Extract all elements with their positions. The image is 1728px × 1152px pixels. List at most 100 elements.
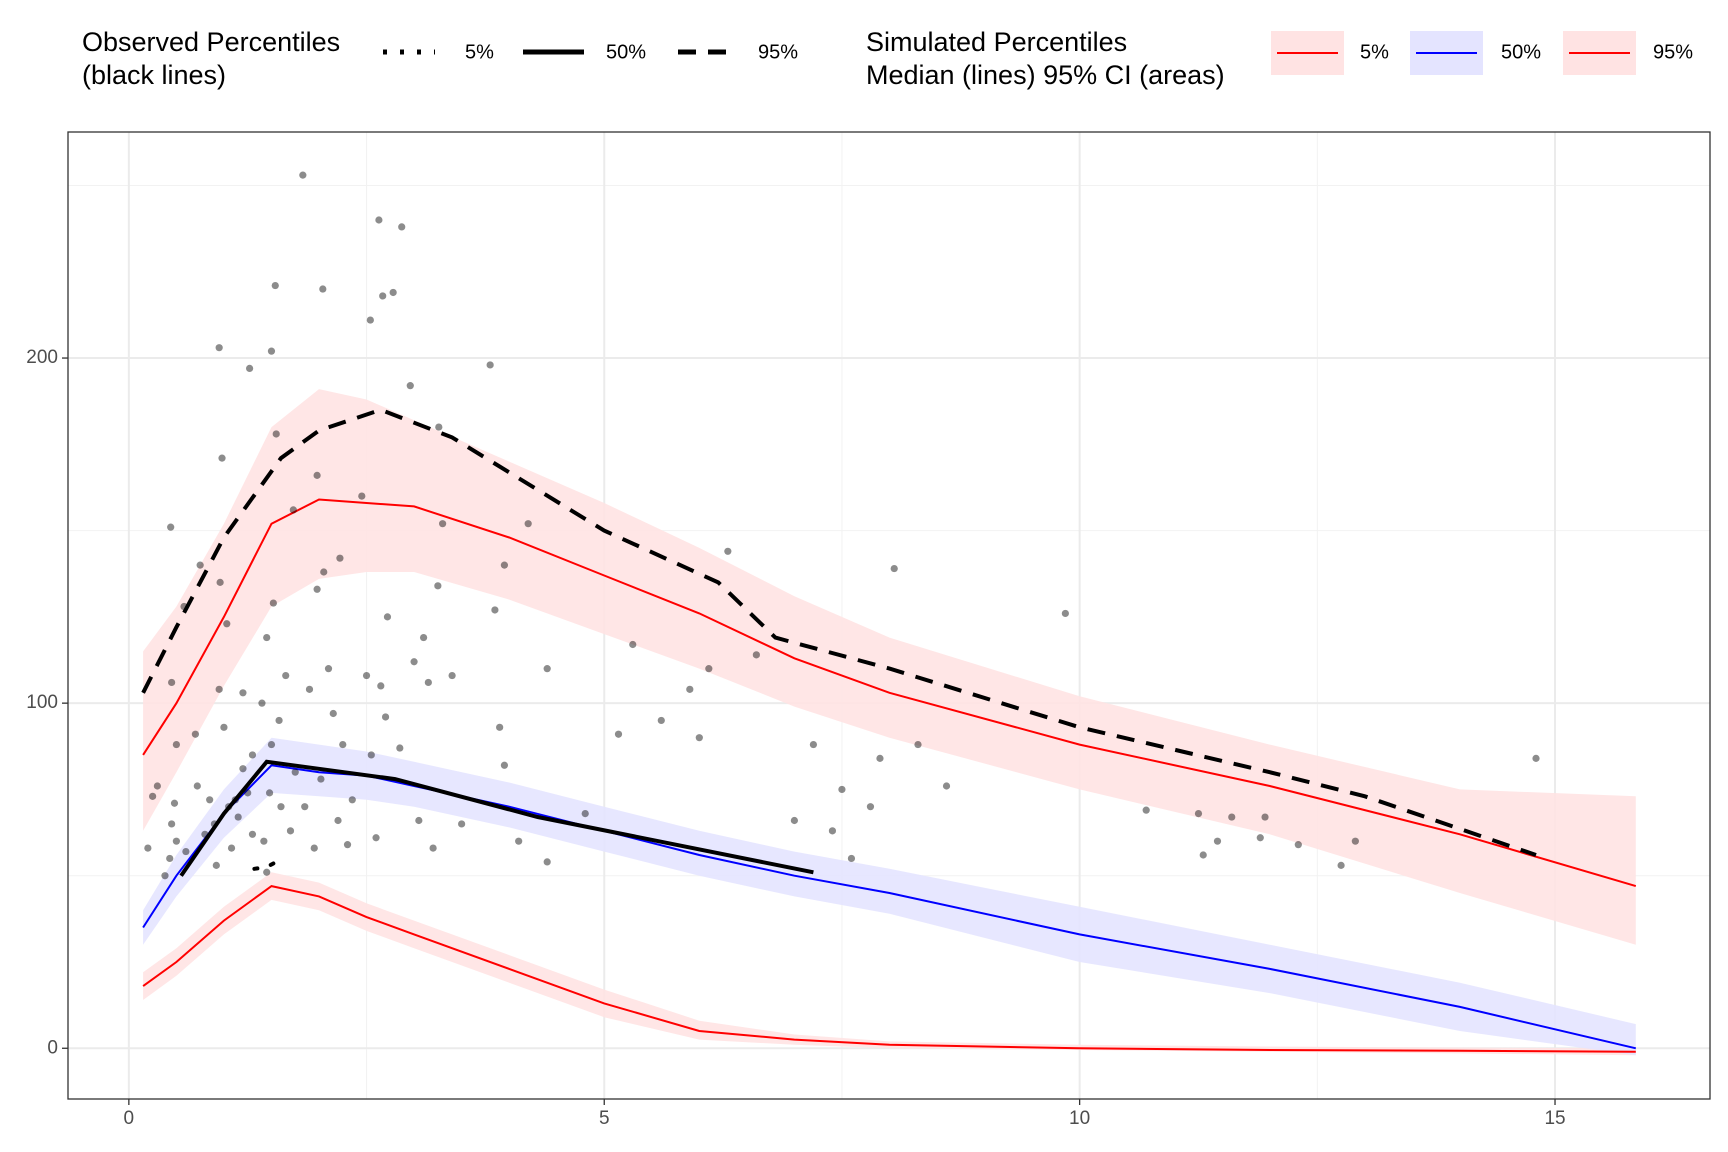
- observation: [500, 561, 509, 569]
- observation: [239, 689, 247, 697]
- observation: [396, 744, 404, 752]
- y-tick-label: 100: [26, 692, 58, 713]
- legend-title: Simulated Percentiles: [866, 27, 1127, 57]
- observation: [248, 830, 257, 838]
- y-tick-label: 200: [26, 347, 58, 368]
- observation: [491, 606, 499, 614]
- observation: [1351, 837, 1359, 845]
- observation: [166, 854, 174, 863]
- legend-label: 95%: [1653, 41, 1693, 63]
- legend-title: (black lines): [82, 60, 226, 90]
- x-tick-label: 5: [599, 1108, 610, 1129]
- observation: [866, 803, 875, 811]
- observation: [1261, 813, 1269, 821]
- observation: [790, 816, 798, 825]
- panel: [68, 132, 1710, 1099]
- observation: [429, 844, 437, 852]
- observation: [375, 216, 383, 224]
- observation: [167, 523, 175, 531]
- observation: [614, 730, 623, 738]
- observation: [372, 834, 380, 842]
- observation: [271, 281, 279, 290]
- observation: [705, 665, 713, 673]
- legend-label: 95%: [758, 41, 798, 63]
- observation: [172, 837, 180, 845]
- legend-label: 50%: [606, 41, 646, 63]
- observation: [263, 633, 271, 642]
- observation: [313, 471, 321, 479]
- observation: [366, 316, 374, 324]
- observation: [267, 347, 276, 355]
- observation: [524, 520, 532, 528]
- observation: [305, 685, 314, 693]
- panel-border: [67, 131, 1711, 1100]
- observation: [657, 716, 665, 725]
- ci-area: [143, 737, 1636, 1056]
- observation: [406, 382, 414, 390]
- observation: [272, 430, 280, 438]
- observation: [695, 734, 703, 742]
- observation: [319, 285, 327, 293]
- observation: [299, 171, 307, 179]
- observed-percentile-line: [252, 859, 279, 871]
- observation: [398, 223, 406, 231]
- observation: [415, 816, 423, 825]
- observation: [289, 506, 297, 514]
- observation: [377, 682, 385, 690]
- legend-label: 5%: [1360, 41, 1389, 63]
- observation: [629, 640, 637, 649]
- observation: [383, 613, 392, 621]
- observation: [144, 844, 152, 852]
- observation: [686, 685, 694, 693]
- observation: [1194, 809, 1203, 818]
- observation: [381, 713, 390, 721]
- observation: [1142, 806, 1150, 814]
- observation: [339, 740, 347, 749]
- legend-label: 50%: [1501, 41, 1541, 63]
- observation: [515, 837, 523, 845]
- observation: [275, 716, 283, 725]
- observation: [838, 785, 846, 794]
- observed-percentile-line: [141, 407, 1537, 857]
- observation: [435, 423, 443, 431]
- observation: [320, 568, 328, 576]
- observation: [234, 813, 242, 821]
- observation: [215, 685, 223, 693]
- observation: [215, 344, 223, 352]
- observation: [1061, 609, 1069, 618]
- observation: [543, 858, 551, 866]
- observation: [260, 837, 268, 845]
- observation: [809, 740, 818, 749]
- observation: [367, 751, 375, 759]
- observation: [434, 582, 442, 590]
- observation: [543, 665, 551, 673]
- observation: [170, 799, 179, 807]
- observation: [424, 678, 432, 687]
- median-line: [142, 764, 1637, 1050]
- observation: [227, 844, 236, 852]
- x-tick-label: 15: [1544, 1108, 1565, 1129]
- observation: [282, 671, 290, 680]
- x-tick-label: 10: [1069, 1108, 1090, 1129]
- observation: [1337, 861, 1345, 869]
- observation: [301, 803, 309, 811]
- observation: [410, 658, 418, 666]
- observation: [258, 699, 266, 707]
- observation: [313, 585, 321, 593]
- observation: [1294, 841, 1302, 849]
- observation: [286, 827, 295, 835]
- observation: [218, 454, 226, 462]
- observation: [168, 678, 176, 687]
- observation: [379, 292, 387, 300]
- observation: [172, 740, 180, 749]
- observation: [248, 751, 257, 759]
- observation: [263, 868, 271, 876]
- observation: [269, 599, 277, 607]
- observation: [1256, 834, 1264, 842]
- observation: [153, 782, 161, 790]
- observation: [847, 854, 856, 863]
- observed-percentile-line: [179, 759, 814, 877]
- observation: [161, 872, 169, 880]
- observation: [942, 782, 951, 790]
